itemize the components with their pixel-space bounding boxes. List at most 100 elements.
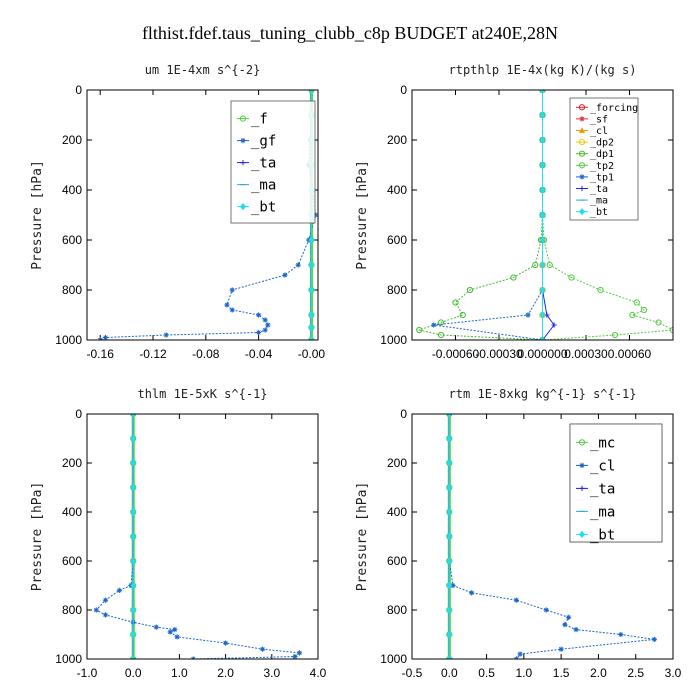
- legend-marker: [579, 462, 585, 468]
- legend: _forcing_sf_cl_dp2_dp1_tp2_tp1_ta_ma_bt: [569, 97, 639, 221]
- legend-marker: [240, 160, 246, 166]
- data-point-cl: [259, 646, 266, 652]
- data-point-gf: [229, 307, 235, 313]
- plot-frame: [411, 89, 674, 341]
- legend-marker: [578, 104, 586, 111]
- data-point-bt: [308, 236, 315, 244]
- data-point-bt: [539, 336, 546, 340]
- y-tick-label: 800: [62, 603, 82, 617]
- data-point-tp2: [597, 286, 604, 294]
- series-group: [93, 414, 303, 659]
- y-tick-label: 0: [400, 407, 407, 421]
- series-line-cl: [95, 414, 301, 659]
- legend-label: _mc: [590, 435, 615, 451]
- y-tick-label: 400: [62, 505, 82, 519]
- legend-label: _ta: [590, 184, 608, 195]
- data-point-bt: [130, 508, 137, 516]
- x-tick-label: -1.0: [77, 666, 98, 680]
- legend-marker: [240, 138, 246, 144]
- data-point-cl: [450, 582, 456, 589]
- data-point-gf: [224, 302, 230, 308]
- data-point-tp2: [568, 274, 575, 281]
- data-point-bt: [539, 136, 546, 144]
- x-tick-label: -0.12: [139, 347, 167, 361]
- data-point-bt: [130, 532, 137, 541]
- panel-title: rtm 1E-8xkg kg^{-1} s^{-1}: [449, 387, 637, 401]
- data-point-bt: [446, 434, 453, 443]
- legend-marker: [578, 162, 586, 169]
- data-point-gf: [163, 332, 169, 338]
- data-point-ta: [551, 322, 557, 328]
- data-point-dp1: [510, 274, 517, 281]
- data-point-bt: [539, 311, 546, 319]
- y-tick-label: 800: [387, 603, 407, 617]
- data-point-gf: [229, 287, 235, 293]
- data-point-tp1: [431, 322, 437, 328]
- panel-4: rtm 1E-8xkg kg^{-1} s^{-1} Pressure [hPa]…: [355, 387, 682, 680]
- legend-marker: [579, 116, 585, 122]
- data-point-bt: [539, 286, 546, 294]
- x-tick-label: -0.04: [245, 347, 273, 361]
- legend-label: _tp2: [590, 161, 614, 172]
- panel-2: rtpthlp 1E-4x(kg K)/(kg s) Pressure [hPa]…: [355, 63, 674, 361]
- data-point-bt: [130, 655, 137, 659]
- series-line-dp1: [417, 90, 543, 340]
- data-point-tp1: [525, 312, 531, 318]
- legend-marker: [579, 485, 585, 491]
- data-point-gf: [256, 312, 262, 318]
- legend-box: [230, 100, 316, 224]
- data-point-cl: [102, 612, 109, 618]
- y-tick-label: 800: [62, 283, 82, 297]
- data-point-bt: [539, 211, 546, 219]
- data-point-bt: [130, 630, 137, 639]
- data-point-gf: [262, 317, 268, 323]
- data-point-tp2: [546, 261, 553, 269]
- y-axis-label: Pressure [hPa]: [355, 160, 370, 270]
- plot-frame: [411, 413, 674, 660]
- data-point-cl: [651, 636, 657, 642]
- data-point-cl: [573, 627, 579, 633]
- data-point-bt: [308, 311, 315, 319]
- data-point-cl: [102, 597, 109, 603]
- y-axis-label: Pressure [hPa]: [355, 482, 370, 592]
- data-point-cl: [292, 653, 298, 659]
- data-point-cl: [618, 631, 624, 638]
- y-tick-label: 200: [387, 456, 407, 470]
- data-point-cl: [174, 634, 180, 640]
- data-point-bt: [539, 236, 546, 244]
- x-tick-label: 2.5: [627, 666, 644, 680]
- legend-marker: [579, 208, 585, 216]
- y-tick-label: 200: [387, 133, 407, 147]
- data-point-gf: [256, 329, 262, 336]
- data-point-bt: [130, 459, 137, 467]
- legend-label: _bt: [590, 207, 608, 218]
- y-tick-label: 400: [387, 183, 407, 197]
- x-tick-label: 4.0: [310, 666, 327, 680]
- y-tick-label: 0: [400, 83, 407, 97]
- data-point-dp1: [532, 261, 539, 269]
- data-point-dp1: [452, 299, 459, 306]
- data-point-bt: [130, 581, 137, 590]
- panel-title: thlm 1E-5xK s^{-1}: [137, 387, 267, 401]
- y-tick-label: 1000: [55, 652, 82, 666]
- data-point-cl: [223, 640, 229, 646]
- legend-marker: [578, 150, 586, 157]
- data-point-tp2: [629, 311, 636, 319]
- data-point-cl: [172, 627, 178, 633]
- legend-marker: [579, 530, 585, 538]
- data-point-cl: [543, 607, 549, 613]
- data-point-tp2: [669, 326, 673, 334]
- data-point-bt: [308, 323, 315, 332]
- x-tick-label: 3.0: [665, 666, 682, 680]
- y-axis-label: Pressure [hPa]: [30, 482, 45, 592]
- data-point-tp2: [655, 319, 662, 326]
- x-tick-label: -0.16: [87, 347, 115, 361]
- data-point-dp1: [437, 319, 445, 326]
- panel-1: um 1E-4xm s^{-2} Pressure [hPa] 0 200 400 600…: [30, 63, 325, 361]
- y-tick-label: 1000: [55, 333, 82, 347]
- legend-marker: [578, 138, 586, 146]
- x-tick-label: 0.5: [478, 666, 495, 680]
- legend-label: _ta: [590, 481, 615, 497]
- data-point-dp1: [466, 286, 474, 294]
- data-point-cl: [153, 624, 159, 630]
